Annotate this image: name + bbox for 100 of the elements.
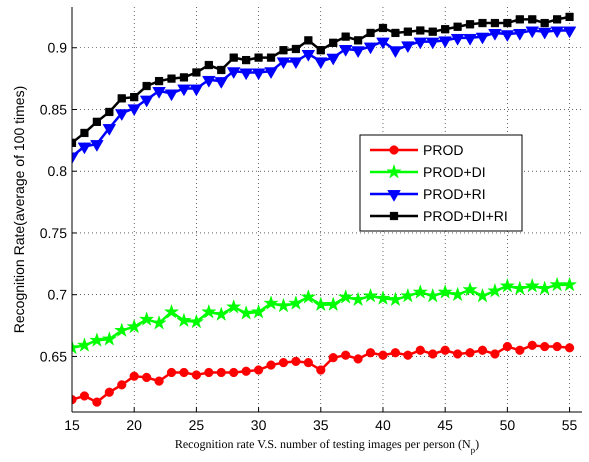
point xyxy=(342,32,350,41)
point xyxy=(316,46,325,54)
x-tick-label: 55 xyxy=(562,417,578,433)
x-tick-label: 35 xyxy=(312,417,329,433)
point xyxy=(391,28,400,38)
x-tick-label: 30 xyxy=(250,417,267,433)
point xyxy=(366,28,375,38)
point xyxy=(276,298,291,312)
point xyxy=(378,24,388,32)
x-tick-label: 20 xyxy=(126,417,142,433)
point xyxy=(528,15,536,24)
point xyxy=(440,346,450,355)
point xyxy=(553,15,562,24)
point xyxy=(478,18,487,28)
point xyxy=(117,380,126,390)
point xyxy=(292,44,300,54)
point xyxy=(77,338,92,352)
legend-label: PROD xyxy=(423,142,464,158)
point xyxy=(154,376,164,386)
point xyxy=(266,360,276,370)
point xyxy=(326,297,340,311)
point xyxy=(217,66,226,74)
y-tick-label: 0.8 xyxy=(48,163,68,180)
point xyxy=(525,278,540,292)
legend-label: PROD+DI xyxy=(423,164,486,180)
point xyxy=(304,358,313,368)
point xyxy=(254,54,263,62)
point xyxy=(488,283,502,298)
point xyxy=(102,332,117,346)
point xyxy=(475,288,490,302)
point xyxy=(291,356,301,366)
point xyxy=(341,350,350,360)
point xyxy=(130,372,139,381)
point xyxy=(565,12,574,21)
point xyxy=(154,76,164,86)
point xyxy=(164,304,179,318)
point xyxy=(126,319,142,333)
point xyxy=(338,290,353,304)
point xyxy=(438,284,452,298)
point xyxy=(80,391,90,401)
point xyxy=(204,60,213,70)
point xyxy=(166,368,176,378)
point xyxy=(242,366,251,376)
point xyxy=(328,353,338,362)
point xyxy=(167,74,176,83)
y-tick-label: 0.85 xyxy=(40,101,68,118)
point xyxy=(450,287,465,301)
point xyxy=(266,54,276,62)
point xyxy=(366,348,376,358)
point xyxy=(452,349,462,359)
point xyxy=(562,277,577,291)
point xyxy=(142,82,151,90)
point xyxy=(426,288,440,302)
point xyxy=(192,370,202,380)
point xyxy=(378,350,388,360)
point xyxy=(142,372,152,382)
y-tick-label: 0.7 xyxy=(48,286,68,303)
point xyxy=(90,332,104,347)
point xyxy=(462,282,478,296)
x-tick-label: 45 xyxy=(437,417,454,433)
point xyxy=(105,108,114,116)
point xyxy=(390,348,400,358)
point xyxy=(500,278,515,292)
point xyxy=(202,304,216,318)
point xyxy=(189,314,204,328)
point xyxy=(466,20,474,28)
point xyxy=(80,128,89,138)
x-tick-label: 25 xyxy=(188,417,204,433)
point xyxy=(329,38,338,47)
point xyxy=(552,342,562,352)
point xyxy=(413,284,428,298)
x-tick-label: 15 xyxy=(64,417,80,433)
point xyxy=(304,36,312,44)
y-axis-title: Recognition Rate(average of 100 times) xyxy=(11,86,27,334)
point xyxy=(92,118,101,126)
point xyxy=(490,18,500,28)
point xyxy=(180,73,188,82)
point xyxy=(118,94,126,102)
legend-label: PROD+RI xyxy=(423,186,486,202)
point xyxy=(130,93,138,102)
point xyxy=(502,342,512,352)
point xyxy=(353,354,363,364)
point xyxy=(376,290,390,305)
point xyxy=(354,36,362,44)
point xyxy=(179,368,189,378)
point xyxy=(316,365,326,375)
point xyxy=(216,368,226,378)
point xyxy=(503,18,512,28)
point xyxy=(403,350,412,360)
point xyxy=(314,297,328,311)
point xyxy=(264,296,278,310)
point xyxy=(564,343,574,352)
point xyxy=(528,340,537,350)
point xyxy=(404,28,412,36)
point xyxy=(176,313,192,327)
x-axis-title: Recognition rate V.S. number of testing images per person (N$_{p}$) xyxy=(174,437,480,455)
point xyxy=(238,306,254,320)
point xyxy=(288,296,304,310)
point xyxy=(540,18,549,28)
point xyxy=(254,365,264,375)
